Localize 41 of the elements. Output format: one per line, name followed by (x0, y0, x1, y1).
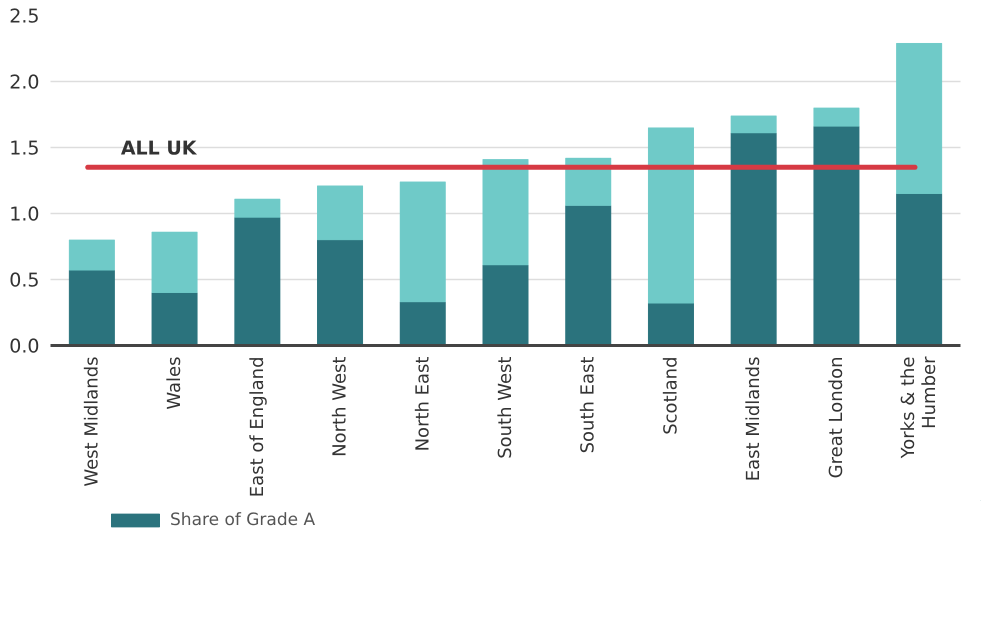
ref-line-label: ALL UK (120, 137, 198, 160)
bar (565, 158, 612, 206)
bar (400, 182, 446, 302)
x-tick-label: South East (578, 356, 599, 454)
bar (648, 127, 694, 304)
bar (482, 159, 528, 266)
bar (565, 205, 612, 346)
legend-label: Share of Grade A (170, 510, 316, 530)
x-tick-label: North East (412, 356, 434, 452)
y-tick-label: 0.0 (9, 336, 40, 358)
bar (234, 198, 280, 218)
y-tick-label: 2.5 (9, 6, 40, 28)
bar (896, 193, 942, 346)
bar (896, 42, 942, 194)
bar (234, 217, 280, 346)
bar (317, 240, 364, 346)
x-tick-label: Scotland (660, 356, 682, 435)
bar (68, 240, 115, 271)
bar (730, 132, 777, 346)
y-tick-label: 1.5 (9, 138, 40, 160)
x-tick-label: South West (495, 356, 516, 459)
bar (482, 264, 528, 346)
bar (813, 108, 860, 127)
x-tick-label: Great London (826, 356, 847, 478)
x-tick-label: Yorks & the Humber (898, 356, 940, 460)
bar (152, 232, 198, 293)
x-tick-label: North West (330, 356, 351, 457)
y-tick-label: 2.0 (9, 72, 40, 94)
bar (152, 292, 198, 346)
x-tick-label: East Midlands (743, 356, 764, 482)
bar (730, 116, 777, 134)
bar (317, 186, 364, 240)
bar (68, 270, 115, 346)
bar (400, 302, 446, 346)
x-tick-label: East of England (246, 356, 268, 498)
y-tick-label: 0.5 (9, 270, 40, 292)
bar (648, 303, 694, 346)
bar (813, 126, 860, 346)
x-tick-label: Wales (164, 356, 186, 410)
y-tick-label: 1.0 (9, 204, 40, 226)
x-tick-label: West Midlands (81, 356, 102, 487)
